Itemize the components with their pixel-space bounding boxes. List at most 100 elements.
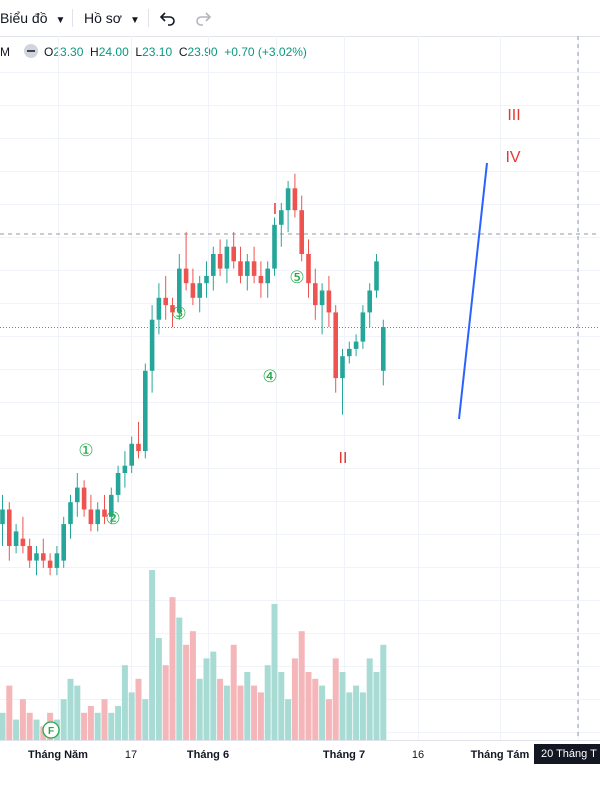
candlestick	[115, 465, 121, 503]
flag-letter: F	[48, 726, 54, 737]
toolbar-divider	[148, 9, 149, 27]
candlestick	[285, 181, 291, 233]
candlestick	[367, 283, 372, 327]
volume-bar	[60, 699, 67, 740]
open-value: 23.30	[53, 45, 84, 59]
volume-bar	[13, 719, 20, 740]
xaxis-label-may: Tháng Năm	[28, 749, 88, 761]
volume-bar	[298, 631, 305, 740]
volume-bar	[325, 699, 332, 740]
candlestick	[163, 275, 168, 320]
candlestick	[238, 246, 243, 284]
candlestick	[54, 546, 60, 576]
volume-bar	[319, 685, 326, 740]
candlestick	[27, 538, 32, 568]
redo-icon[interactable]	[193, 8, 213, 28]
candlestick	[143, 363, 148, 459]
candlestick	[272, 217, 277, 276]
volume-bar	[285, 699, 292, 740]
wave-label-4: ④	[262, 367, 277, 386]
volume-bar	[81, 712, 88, 740]
xaxis-label-17: 17	[125, 749, 137, 761]
candlestick	[258, 261, 264, 298]
top-toolbar: Biểu đồ ▼ Hồ sơ ▼	[0, 0, 600, 37]
volume-bar	[244, 672, 251, 740]
wave-label-5: ⑤	[289, 268, 304, 287]
candlestick	[299, 195, 304, 262]
volume-bar	[183, 644, 190, 740]
ohlc-legend: M O23.30 H24.00 L23.10 C23.90 +0.70 (+3.0…	[0, 42, 307, 62]
volume-bar	[6, 685, 13, 740]
candlestick	[347, 341, 352, 364]
candlestick	[109, 487, 114, 525]
candlestick	[197, 275, 202, 313]
volume-bar	[135, 678, 142, 740]
candlestick	[353, 334, 359, 357]
candlesticks	[0, 173, 386, 576]
candlestick	[251, 246, 257, 284]
high-label: H	[90, 45, 99, 59]
candlestick	[13, 524, 19, 554]
candlestick	[34, 546, 39, 576]
cursor-date-badge: 20 Tháng T	[534, 744, 600, 764]
volume-bar	[0, 712, 6, 740]
candlestick	[68, 494, 73, 539]
profile-menu-button[interactable]: Hồ sơ ▼	[84, 0, 140, 36]
undo-icon[interactable]	[158, 8, 178, 28]
candlestick	[95, 502, 100, 532]
volume-bars	[0, 570, 387, 740]
low-value: 23.10	[142, 45, 173, 59]
volume-bar	[305, 672, 312, 740]
candlestick	[20, 516, 26, 554]
volume-bar	[237, 685, 244, 740]
volume-bar	[121, 665, 128, 740]
chevron-down-icon: ▼	[55, 15, 66, 26]
chevron-down-icon: ▼	[129, 15, 140, 26]
volume-bar	[353, 685, 360, 740]
candlestick	[381, 319, 386, 386]
high-value: 24.00	[98, 45, 129, 59]
status-flag[interactable]: F	[42, 721, 60, 739]
trend-line-drawing	[458, 162, 488, 420]
volume-bar	[94, 712, 101, 740]
volume-bar	[19, 699, 26, 740]
candlestick	[183, 232, 189, 291]
candlestick	[292, 173, 298, 218]
volume-bar	[346, 692, 353, 740]
volume-bar	[115, 706, 122, 740]
xaxis-label-july: Tháng 7	[323, 749, 365, 761]
collapse-toggle-icon[interactable]	[24, 44, 38, 58]
volume-bar	[312, 678, 319, 740]
candlestick	[265, 261, 270, 298]
volume-bar	[210, 651, 217, 740]
wave-label-1: ①	[78, 441, 93, 460]
volume-bar	[217, 678, 224, 740]
low-label: L	[135, 45, 143, 59]
volume-bar	[74, 685, 81, 740]
candlestick	[61, 516, 66, 568]
chart-menu-button[interactable]: Biểu đồ ▼	[0, 0, 65, 36]
candlestick	[333, 305, 338, 393]
volume-bar	[278, 672, 285, 740]
roman-label-iii: III	[507, 107, 520, 124]
candlestick	[374, 254, 379, 298]
volume-bar	[196, 678, 203, 740]
volume-bar	[223, 685, 230, 740]
chart-menu-label: Biểu đồ	[0, 10, 48, 26]
volume-bar	[359, 692, 366, 740]
close-value: 23.90	[187, 45, 218, 59]
volume-bar	[176, 617, 183, 740]
change-value: +0.70 (+3.02%)	[224, 45, 307, 59]
candlestick	[136, 421, 141, 459]
candlestick	[47, 553, 53, 576]
roman-label-i: I	[273, 201, 277, 218]
candlestick	[360, 305, 366, 349]
close-label: C	[178, 45, 188, 59]
candlestick	[224, 239, 230, 284]
volume-bar	[108, 712, 115, 740]
volume-bar	[33, 719, 40, 740]
volume-bar	[67, 678, 74, 740]
candlestick	[313, 268, 318, 320]
candlestick	[211, 246, 216, 291]
price-chart[interactable]: ① ② ③ ④ ⑤ I II III IV F Tháng Năm 17 Thá…	[0, 36, 600, 764]
